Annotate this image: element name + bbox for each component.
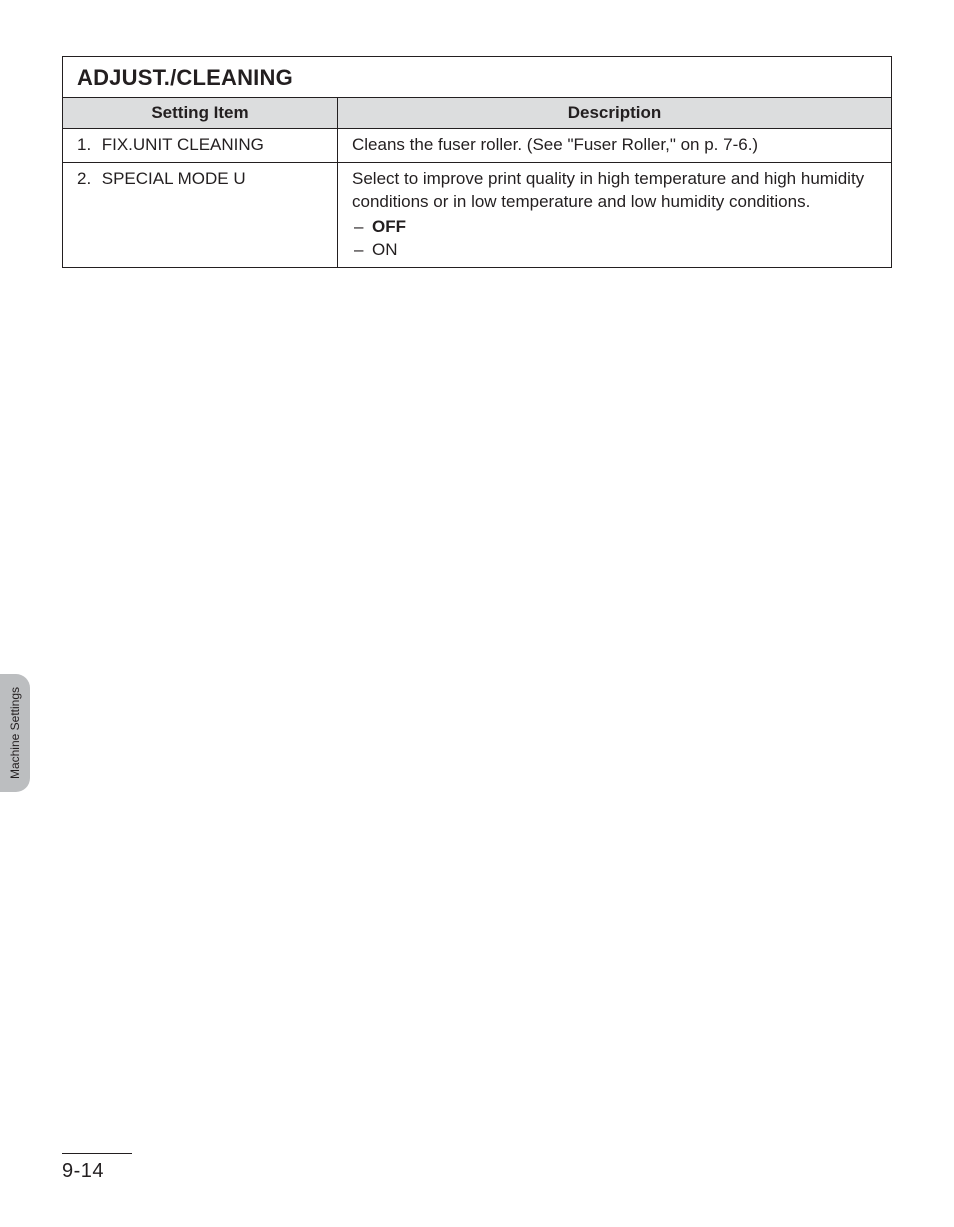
- section-title: ADJUST./CLEANING: [77, 65, 877, 91]
- page-footer: 9-14: [62, 1153, 132, 1183]
- table-row: 1. FIX.UNIT CLEANING Cleans the fuser ro…: [63, 129, 892, 163]
- page: ADJUST./CLEANING Setting Item Descriptio…: [0, 0, 954, 1227]
- description-cell: Select to improve print quality in high …: [338, 162, 892, 267]
- section-title-row: ADJUST./CLEANING: [63, 57, 892, 98]
- footer-rule: [62, 1153, 132, 1154]
- option-label: ON: [372, 240, 398, 259]
- header-setting-item: Setting Item: [63, 98, 338, 129]
- description-text: Select to improve print quality in high …: [352, 169, 864, 211]
- description-cell: Cleans the fuser roller. (See "Fuser Rol…: [338, 129, 892, 163]
- item-name: FIX.UNIT CLEANING: [102, 135, 264, 154]
- option-label: OFF: [372, 217, 406, 236]
- table-row: 2. SPECIAL MODE U Select to improve prin…: [63, 162, 892, 267]
- page-number: 9-14: [62, 1160, 132, 1183]
- setting-item-cell: 2. SPECIAL MODE U: [63, 162, 338, 267]
- item-number: 2.: [77, 168, 97, 191]
- header-description: Description: [338, 98, 892, 129]
- section-title-cell: ADJUST./CLEANING: [63, 57, 892, 98]
- option-list: OFF ON: [352, 216, 877, 262]
- side-tab-label: Machine Settings: [8, 687, 22, 779]
- option-item: OFF: [352, 216, 877, 239]
- option-item: ON: [352, 239, 877, 262]
- item-name: SPECIAL MODE U: [102, 169, 246, 188]
- description-text: Cleans the fuser roller. (See "Fuser Rol…: [352, 135, 758, 154]
- table-header-row: Setting Item Description: [63, 98, 892, 129]
- side-tab: Machine Settings: [0, 674, 30, 792]
- setting-item-cell: 1. FIX.UNIT CLEANING: [63, 129, 338, 163]
- item-number: 1.: [77, 134, 97, 157]
- settings-table: ADJUST./CLEANING Setting Item Descriptio…: [62, 56, 892, 268]
